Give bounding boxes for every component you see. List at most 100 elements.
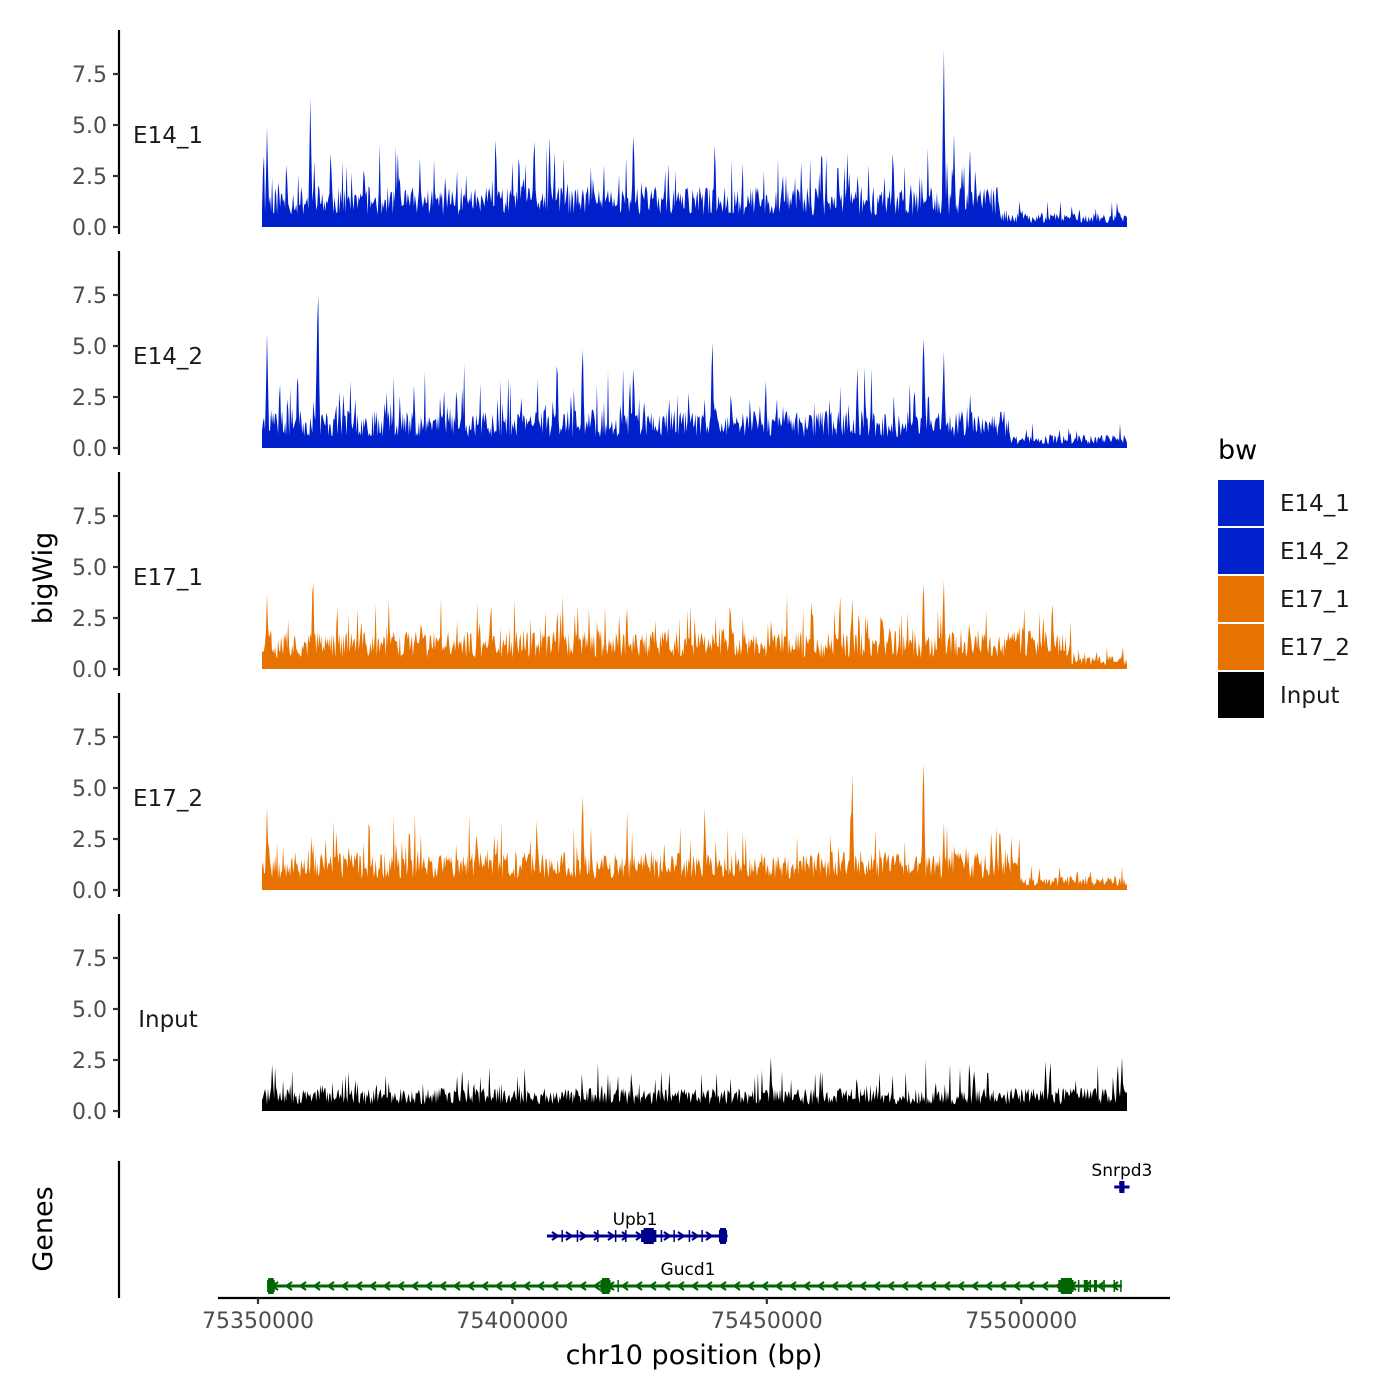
strand-arrow [621,1231,630,1241]
strand-arrow [452,1281,461,1291]
strand-arrow [648,1281,657,1291]
strand-arrow [522,1281,531,1291]
signal-area-E17_1 [262,580,1127,669]
legend-label: E14_2 [1280,539,1350,565]
legend-item-E14_2: E14_2 [1218,528,1350,574]
strand-arrow [466,1281,475,1291]
strand-arrow [1012,1281,1021,1291]
legend-label: E17_2 [1280,635,1350,661]
strand-arrow [550,1281,559,1291]
strand-arrow [830,1281,839,1291]
exon [1119,1181,1125,1193]
strand-arrow [998,1281,1007,1291]
cds [643,1228,654,1244]
panel-label: E14_1 [133,123,203,149]
genes-axis-title: Genes [28,1186,59,1271]
y-tick-label: 0.0 [72,437,107,462]
strand-arrow [593,1231,602,1241]
strand-arrow [662,1281,671,1291]
y-axis-title: bigWig [28,532,59,625]
legend-swatch [1218,576,1264,622]
strand-arrow [886,1281,895,1291]
signal-tracks: 0.0 2.5 5.0 7.5 E14_1 0.0 2.5 5.0 7.5 E14_2 0.0 2.5… [72,30,1127,1125]
x-tick-label: 75350000 [202,1309,314,1334]
strand-arrow [844,1281,853,1291]
strand-arrow [438,1281,447,1291]
y-tick-label: 5.0 [72,998,107,1023]
strand-arrow [508,1281,517,1291]
legend-label: E17_1 [1280,587,1350,613]
strand-arrow [368,1281,377,1291]
strand-arrow [760,1281,769,1291]
legend-item-E17_1: E17_1 [1218,576,1350,622]
strand-arrow [802,1281,811,1291]
panel-label: E14_2 [133,344,203,370]
strand-arrow [326,1281,335,1291]
strand-arrow [592,1281,601,1291]
strand-arrow [1110,1281,1119,1291]
strand-arrow [340,1281,349,1291]
signal-area-E14_1 [262,49,1127,228]
x-axis: 75350000 75400000 75450000 75500000 [202,1296,1170,1334]
legend-item-E17_2: E17_2 [1218,624,1350,670]
y-tick-label: 2.5 [72,828,107,853]
legend-swatch [1218,672,1264,718]
gene-name-label: Snrpd3 [1091,1161,1152,1181]
y-tick-label: 7.5 [72,63,107,88]
strand-arrow [984,1281,993,1291]
x-tick-label: 75450000 [711,1309,823,1334]
track-E14_2: 0.0 2.5 5.0 7.5 E14_2 [72,251,1127,462]
strand-arrow [1026,1281,1035,1291]
strand-arrow [620,1281,629,1291]
strand-arrow [634,1281,643,1291]
panel-label: E17_2 [133,786,203,812]
strand-arrow [676,1281,685,1291]
legend-item-Input: Input [1218,672,1340,718]
gene-Gucd1: Gucd1 [267,1260,1122,1294]
strand-arrow [480,1281,489,1291]
strand-arrow [494,1281,503,1291]
y-tick-label: 2.5 [72,607,107,632]
panel-label: E17_1 [133,565,203,591]
y-tick-label: 5.0 [72,777,107,802]
cds [601,1278,610,1294]
y-tick-label: 5.0 [72,556,107,581]
strand-arrow [774,1281,783,1291]
cds [719,1228,727,1244]
strand-arrow [565,1231,574,1241]
track-E17_2: 0.0 2.5 5.0 7.5 E17_2 [72,693,1127,904]
cds [1060,1278,1073,1294]
strand-arrow [1096,1281,1105,1291]
y-tick-label: 5.0 [72,114,107,139]
strand-arrow [704,1281,713,1291]
legend: bw E14_1 E14_2 E17_1 E17_2 Input [1218,435,1350,718]
gene-name-label: Gucd1 [661,1260,716,1280]
genes-panel: Snrpd3 Upb1 Gucd1 [117,1161,1152,1298]
strand-arrow [579,1231,588,1241]
exon [1083,1280,1088,1292]
strand-arrow [410,1281,419,1291]
gene-Upb1: Upb1 [546,1210,728,1244]
x-tick-label: 75400000 [456,1309,568,1334]
strand-arrow [536,1281,545,1291]
strand-arrow [942,1281,951,1291]
cds [268,1278,274,1294]
gene-name-label: Upb1 [613,1210,658,1230]
legend-label: E14_1 [1280,491,1350,517]
signal-area-Input [262,1057,1127,1111]
strand-arrow [690,1281,699,1291]
strand-arrow [677,1231,686,1241]
track-Input: 0.0 2.5 5.0 7.5 Input [72,914,1127,1125]
strand-arrow [663,1231,672,1241]
gene-Snrpd3: Snrpd3 [1091,1161,1152,1193]
strand-arrow [718,1281,727,1291]
legend-title: bw [1218,435,1257,466]
strand-arrow [788,1281,797,1291]
y-tick-label: 0.0 [72,879,107,904]
exon [1093,1280,1097,1292]
strand-arrow [551,1231,560,1241]
strand-arrow [970,1281,979,1291]
signal-area-E17_2 [262,764,1127,890]
